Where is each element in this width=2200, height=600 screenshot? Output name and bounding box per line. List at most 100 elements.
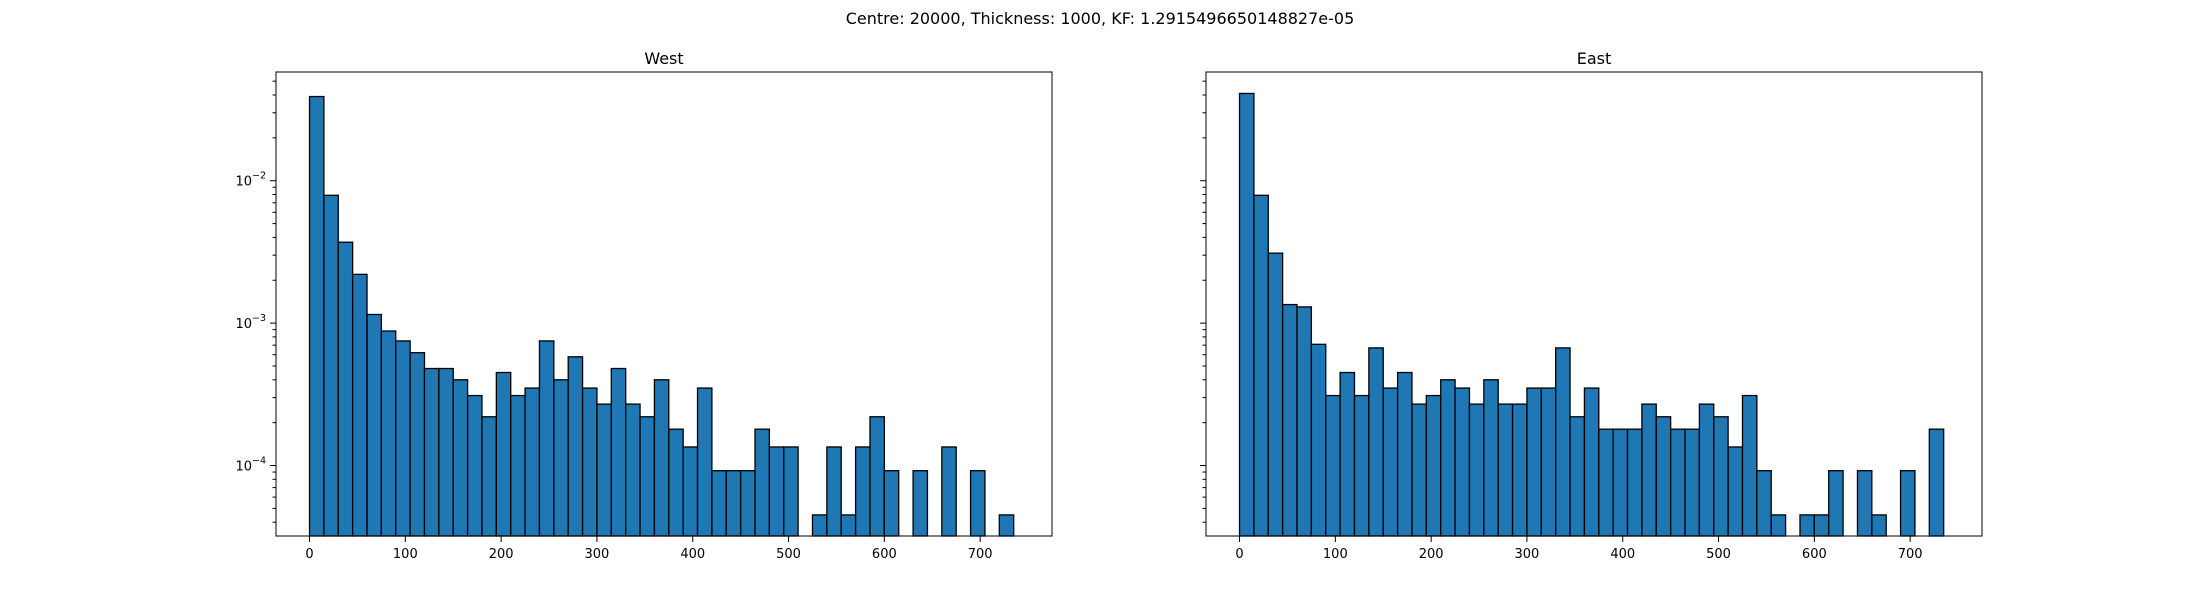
histogram-bar <box>1497 403 1514 537</box>
x-tick-label: 400 <box>1610 547 1635 562</box>
histogram-bar <box>1310 343 1327 537</box>
histogram-bar <box>524 387 541 537</box>
histogram-bar <box>1598 428 1614 537</box>
histogram-bar <box>337 241 354 537</box>
subplot-east-title: East <box>1577 49 1612 68</box>
histogram-bar <box>610 367 627 537</box>
histogram-bar <box>1325 394 1341 537</box>
histogram-bar <box>395 340 411 537</box>
histogram-bar <box>998 514 1015 537</box>
histogram-bar <box>653 379 670 537</box>
subplot-east: East 0 100 200 300 400 500 600 700 <box>1200 49 1983 562</box>
histogram-bar <box>495 371 512 537</box>
subplot-west-title: West <box>644 49 683 68</box>
histogram-bar <box>1641 403 1657 537</box>
x-tick-label: 500 <box>1706 547 1731 562</box>
histogram-bar <box>481 416 498 537</box>
subplot-west-bars <box>308 95 1015 537</box>
histogram-bar <box>883 470 900 537</box>
y-tick-label: 10−2 <box>235 171 266 190</box>
histogram-bar <box>1339 371 1356 537</box>
histogram-bar <box>1511 403 1528 537</box>
histogram-bar <box>553 379 569 537</box>
histogram-bar <box>438 367 454 537</box>
subplot-east-frame <box>1205 71 1983 537</box>
histogram-bar <box>1281 303 1298 537</box>
histogram-bar <box>1555 347 1571 537</box>
figure-suptitle: Centre: 20000, Thickness: 1000, KF: 1.29… <box>846 9 1355 28</box>
histogram-bar <box>452 379 469 537</box>
x-tick-label: 600 <box>1802 547 1827 562</box>
histogram-bar <box>1253 194 1269 537</box>
x-tick-label: 300 <box>1515 547 1540 562</box>
histogram-bar <box>696 387 713 537</box>
histogram-bar <box>1655 416 1672 537</box>
histogram-bar <box>1669 428 1686 537</box>
histogram-bar <box>639 416 656 537</box>
histogram-bar <box>1411 403 1427 537</box>
histogram-bar <box>739 470 756 537</box>
histogram-bar <box>510 394 526 537</box>
x-tick-label: 200 <box>1419 547 1444 562</box>
histogram-bar <box>682 446 699 537</box>
y-tick-label: 10−3 <box>235 313 266 332</box>
histogram-bar <box>366 313 383 537</box>
histogram-bar <box>323 194 339 537</box>
x-tick-label: 700 <box>1898 547 1923 562</box>
y-tick-label: 10−4 <box>235 456 266 475</box>
histogram-bar <box>596 403 612 537</box>
histogram-bar <box>567 356 584 537</box>
histogram-bar <box>1368 347 1384 537</box>
histogram-bar <box>1540 387 1557 537</box>
histogram-bar <box>725 470 742 537</box>
subplot-west-frame <box>275 71 1053 537</box>
histogram-bar <box>1727 446 1744 537</box>
x-tick-label: 700 <box>968 547 993 562</box>
histogram-bar <box>768 446 785 537</box>
histogram-bar <box>308 95 325 537</box>
histogram-bar <box>1440 379 1456 537</box>
histogram-bar <box>538 340 555 537</box>
histogram-bar <box>1425 394 1442 537</box>
x-tick-label: 0 <box>1235 547 1243 562</box>
histogram-bar <box>1612 428 1629 537</box>
histogram-bar <box>625 403 641 537</box>
subplot-east-y-axis <box>1200 80 1206 523</box>
histogram-bar <box>668 428 684 537</box>
x-tick-label: 200 <box>489 547 514 562</box>
x-tick-label: 100 <box>393 547 418 562</box>
histogram-bar <box>1483 379 1499 537</box>
histogram-bar <box>1526 387 1542 537</box>
histogram-bar <box>840 514 857 537</box>
histogram-bar <box>1396 371 1413 537</box>
x-tick-label: 500 <box>776 547 801 562</box>
histogram-bar <box>1799 514 1815 537</box>
histogram-bar <box>811 514 828 537</box>
histogram-bar <box>1713 416 1729 537</box>
x-tick-label: 300 <box>585 547 610 562</box>
histogram-bar <box>351 273 368 537</box>
histogram-bar <box>1267 252 1284 537</box>
histogram-bar <box>1238 92 1255 537</box>
histogram-bar <box>826 446 842 537</box>
histogram-bar <box>1756 470 1772 537</box>
histogram-bar <box>466 394 483 537</box>
histogram-bar <box>711 470 727 537</box>
histogram-bar <box>941 446 957 537</box>
histogram-bar <box>1770 514 1787 537</box>
histogram-bar <box>423 367 440 537</box>
histogram-bar <box>754 428 771 537</box>
histogram-bar <box>969 470 986 537</box>
subplot-east-bars <box>1238 92 1945 537</box>
histogram-bar <box>1871 514 1887 537</box>
histogram-bar <box>783 446 799 537</box>
histogram-bar <box>1454 387 1471 537</box>
x-tick-label: 0 <box>305 547 313 562</box>
subplot-west-y-axis: 10−2 10−3 10−4 <box>235 80 276 523</box>
histogram-bar <box>1928 428 1945 537</box>
histogram-bar <box>1569 416 1586 537</box>
histogram-bar <box>380 330 397 537</box>
histogram-bar <box>581 387 598 537</box>
histogram-bar <box>854 446 871 537</box>
histogram-bar <box>1353 394 1370 537</box>
